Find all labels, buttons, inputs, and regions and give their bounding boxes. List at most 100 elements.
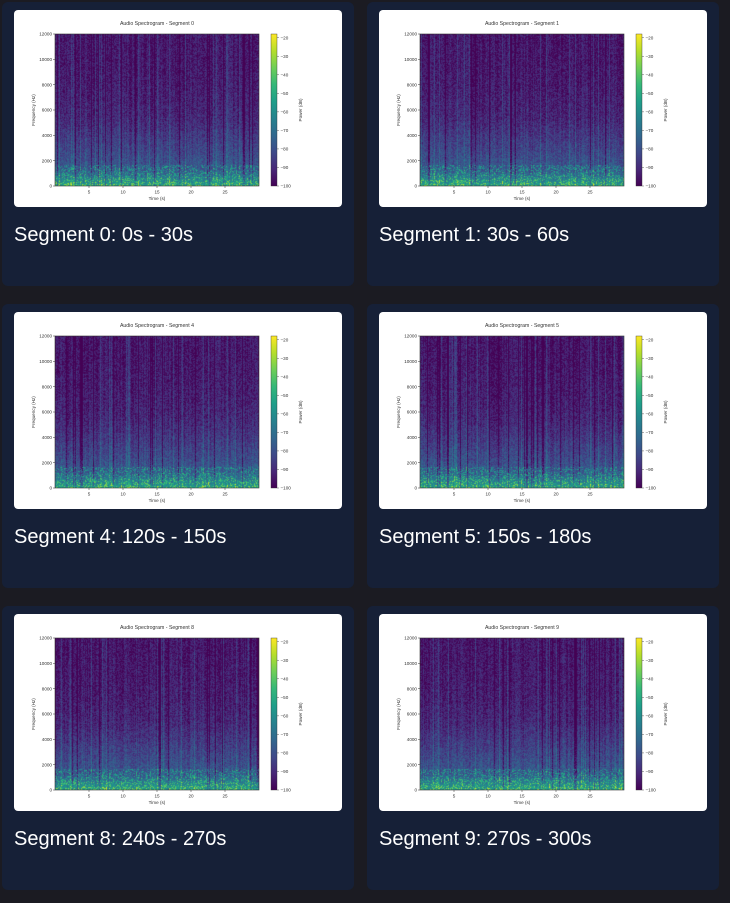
x-tick-label: 10 xyxy=(485,190,491,195)
colorbar-tick-label: −100 xyxy=(646,184,657,189)
segment-card-5[interactable]: Audio Spectrogram - Segment 5 5 10 15 20 25 0 2… xyxy=(367,304,719,588)
x-tick-label: 20 xyxy=(553,190,559,195)
colorbar-tick-label: −30 xyxy=(646,54,654,59)
colorbar-tick-label: −50 xyxy=(646,91,654,96)
spectrogram-plot[interactable]: Audio Spectrogram - Segment 4 5 10 15 20 25 0 2… xyxy=(14,312,342,509)
y-tick-label: 4000 xyxy=(42,737,53,742)
colorbar-label: Power (dB) xyxy=(298,702,303,725)
y-tick-label: 4000 xyxy=(407,737,418,742)
segment-card-8[interactable]: Audio Spectrogram - Segment 8 5 10 15 20 25 0 2… xyxy=(2,606,354,890)
colorbar-tick-label: −70 xyxy=(281,732,289,737)
x-tick-label: 10 xyxy=(120,794,126,799)
segment-caption: Segment 4: 120s - 150s xyxy=(14,526,227,548)
x-tick-label: 25 xyxy=(222,492,228,497)
colorbar-tick-label: −60 xyxy=(281,411,289,416)
colorbar-tick-label: −100 xyxy=(646,788,657,793)
y-tick-label: 10000 xyxy=(39,57,52,62)
colorbar-tick-label: −70 xyxy=(281,128,289,133)
spectrogram-svg: Audio Spectrogram - Segment 8 5 10 15 20 25 0 2… xyxy=(31,625,303,805)
plot-title: Audio Spectrogram - Segment 8 xyxy=(120,625,194,631)
segment-caption: Segment 0: 0s - 30s xyxy=(14,224,193,246)
colorbar xyxy=(635,637,643,791)
plot-title: Audio Spectrogram - Segment 5 xyxy=(485,323,559,329)
segment-card-4[interactable]: Audio Spectrogram - Segment 4 5 10 15 20 25 0 2… xyxy=(2,304,354,588)
y-axis-label: Frequency (Hz) xyxy=(396,396,401,428)
y-tick-label: 12000 xyxy=(39,334,52,339)
x-tick-label: 10 xyxy=(120,190,126,195)
y-axis-label: Frequency (Hz) xyxy=(396,698,401,730)
x-tick-label: 25 xyxy=(587,794,593,799)
y-tick-label: 8000 xyxy=(407,686,418,691)
colorbar-tick-label: −50 xyxy=(646,695,654,700)
colorbar xyxy=(270,335,278,489)
y-tick-label: 6000 xyxy=(42,108,53,113)
x-axis-label: Time (s) xyxy=(149,800,166,805)
x-tick-label: 20 xyxy=(188,492,194,497)
spectrogram-image xyxy=(420,34,624,186)
colorbar-tick-label: −90 xyxy=(646,165,654,170)
x-axis-label: Time (s) xyxy=(149,196,166,201)
x-tick-label: 25 xyxy=(222,794,228,799)
spectrogram-plot[interactable]: Audio Spectrogram - Segment 8 5 10 15 20 25 0 2… xyxy=(14,614,342,811)
colorbar-tick-label: −40 xyxy=(646,72,654,77)
colorbar-label: Power (dB) xyxy=(663,98,668,121)
colorbar-tick-label: −30 xyxy=(646,356,654,361)
colorbar-label: Power (dB) xyxy=(663,400,668,423)
x-tick-label: 25 xyxy=(587,492,593,497)
spectrogram-image xyxy=(420,638,624,790)
y-tick-label: 12000 xyxy=(404,334,417,339)
spectrogram-plot[interactable]: Audio Spectrogram - Segment 1 5 10 15 20 25 0 2… xyxy=(379,10,707,207)
colorbar-tick-label: −30 xyxy=(646,658,654,663)
plot-title: Audio Spectrogram - Segment 4 xyxy=(120,323,194,329)
colorbar xyxy=(270,33,278,187)
y-tick-label: 2000 xyxy=(42,460,53,465)
y-tick-label: 6000 xyxy=(407,108,418,113)
y-tick-label: 2000 xyxy=(407,762,418,767)
colorbar-tick-label: −30 xyxy=(281,356,289,361)
segment-card-9[interactable]: Audio Spectrogram - Segment 9 5 10 15 20 25 0 2… xyxy=(367,606,719,890)
y-tick-label: 10000 xyxy=(404,57,417,62)
segment-card-0[interactable]: Audio Spectrogram - Segment 0 5 10 15 20 25 0 2… xyxy=(2,2,354,286)
y-tick-label: 0 xyxy=(414,788,417,793)
colorbar-tick-label: −60 xyxy=(281,713,289,718)
segment-card-1[interactable]: Audio Spectrogram - Segment 1 5 10 15 20 25 0 2… xyxy=(367,2,719,286)
spectrogram-plot[interactable]: Audio Spectrogram - Segment 5 5 10 15 20 25 0 2… xyxy=(379,312,707,509)
spectrogram-image xyxy=(55,34,259,186)
colorbar-tick-label: −50 xyxy=(646,393,654,398)
colorbar-label: Power (dB) xyxy=(298,98,303,121)
y-tick-label: 4000 xyxy=(407,435,418,440)
spectrogram-svg: Audio Spectrogram - Segment 1 5 10 15 20 25 0 2… xyxy=(396,21,668,201)
segment-caption: Segment 8: 240s - 270s xyxy=(14,828,227,850)
y-tick-label: 2000 xyxy=(407,158,418,163)
colorbar-tick-label: −90 xyxy=(281,165,289,170)
x-tick-label: 20 xyxy=(188,190,194,195)
x-tick-label: 20 xyxy=(188,794,194,799)
colorbar-tick-label: −70 xyxy=(281,430,289,435)
colorbar-tick-label: −100 xyxy=(281,788,292,793)
colorbar-tick-label: −90 xyxy=(646,769,654,774)
colorbar-tick-label: −70 xyxy=(646,732,654,737)
colorbar-tick-label: −100 xyxy=(281,184,292,189)
x-tick-label: 10 xyxy=(485,794,491,799)
colorbar-tick-label: −50 xyxy=(281,91,289,96)
x-tick-label: 10 xyxy=(120,492,126,497)
colorbar-tick-label: −80 xyxy=(281,449,289,454)
y-tick-label: 12000 xyxy=(39,636,52,641)
y-tick-label: 10000 xyxy=(39,359,52,364)
x-tick-label: 25 xyxy=(587,190,593,195)
spectrogram-plot[interactable]: Audio Spectrogram - Segment 9 5 10 15 20 25 0 2… xyxy=(379,614,707,811)
colorbar-tick-label: −60 xyxy=(281,109,289,114)
spectrogram-svg: Audio Spectrogram - Segment 9 5 10 15 20 25 0 2… xyxy=(396,625,668,805)
x-tick-label: 15 xyxy=(519,794,525,799)
colorbar-tick-label: −20 xyxy=(281,337,289,342)
y-axis-label: Frequency (Hz) xyxy=(31,698,36,730)
y-tick-label: 0 xyxy=(414,184,417,189)
colorbar-tick-label: −20 xyxy=(281,639,289,644)
colorbar-tick-label: −20 xyxy=(646,639,654,644)
y-tick-label: 4000 xyxy=(42,435,53,440)
colorbar-tick-label: −90 xyxy=(646,467,654,472)
y-tick-label: 8000 xyxy=(42,686,53,691)
plot-title: Audio Spectrogram - Segment 9 xyxy=(485,625,559,631)
spectrogram-plot[interactable]: Audio Spectrogram - Segment 0 5 10 15 20 25 0 2… xyxy=(14,10,342,207)
